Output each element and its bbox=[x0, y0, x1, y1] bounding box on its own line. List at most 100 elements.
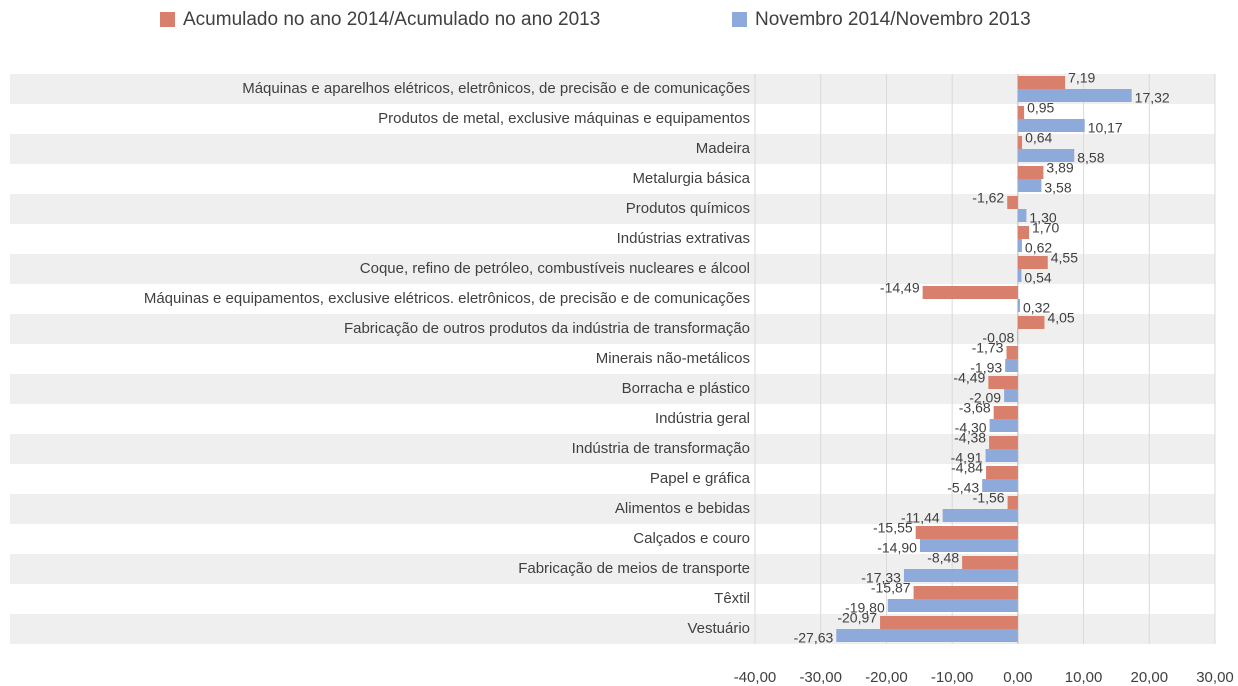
bar bbox=[836, 629, 1018, 642]
category-label: Papel e gráfica bbox=[650, 470, 751, 487]
value-label: 3,58 bbox=[1044, 180, 1071, 196]
value-label: -15,87 bbox=[871, 580, 911, 596]
bar bbox=[986, 466, 1018, 479]
row-stripe bbox=[10, 314, 1215, 344]
value-label: -1,73 bbox=[972, 340, 1004, 356]
x-tick-label: -40,00 bbox=[734, 669, 777, 686]
bar bbox=[1004, 389, 1018, 402]
value-label: 4,05 bbox=[1047, 310, 1074, 326]
category-label: Indústrias extrativas bbox=[617, 230, 750, 247]
value-label: -5,43 bbox=[947, 480, 979, 496]
bar bbox=[915, 526, 1018, 539]
bar bbox=[880, 616, 1018, 629]
legend-swatch bbox=[160, 12, 175, 27]
x-tick-label: -20,00 bbox=[865, 669, 908, 686]
value-label: -4,84 bbox=[951, 460, 983, 476]
category-label: Máquinas e equipamentos, exclusive elétr… bbox=[144, 290, 750, 307]
bar bbox=[1005, 359, 1018, 372]
bar bbox=[1006, 346, 1018, 359]
bar bbox=[1017, 316, 1045, 329]
bar bbox=[1017, 119, 1085, 132]
value-label: 17,32 bbox=[1135, 90, 1170, 106]
bar bbox=[1017, 209, 1027, 222]
bar bbox=[1017, 106, 1025, 119]
bar bbox=[1017, 89, 1132, 102]
bar bbox=[1017, 329, 1018, 342]
value-label: -1,56 bbox=[973, 490, 1005, 506]
bar bbox=[1017, 149, 1075, 162]
row-stripe bbox=[10, 254, 1215, 284]
value-label: -15,55 bbox=[873, 520, 913, 536]
row-stripe bbox=[10, 494, 1215, 524]
value-label: 0,64 bbox=[1025, 130, 1052, 146]
value-label: -11,44 bbox=[901, 510, 940, 526]
x-tick-label: -10,00 bbox=[931, 669, 974, 686]
value-label: -8,48 bbox=[927, 550, 959, 566]
x-tick-label: 0,00 bbox=[1003, 669, 1032, 686]
category-label: Madeira bbox=[696, 140, 751, 157]
row-stripe bbox=[10, 374, 1215, 404]
category-label: Têxtil bbox=[714, 590, 750, 607]
value-label: 4,55 bbox=[1051, 250, 1078, 266]
row-stripe bbox=[10, 74, 1215, 104]
value-label: 1,70 bbox=[1032, 220, 1059, 236]
category-label: Alimentos e bebidas bbox=[615, 500, 750, 517]
bar bbox=[982, 479, 1018, 492]
bar bbox=[887, 599, 1018, 612]
bar bbox=[903, 569, 1018, 582]
value-label: -19,80 bbox=[845, 600, 885, 616]
x-tick-label: 10,00 bbox=[1065, 669, 1103, 686]
row-stripe bbox=[10, 614, 1215, 644]
category-label: Máquinas e aparelhos elétricos, eletrôni… bbox=[242, 80, 750, 97]
bar bbox=[913, 586, 1018, 599]
x-tick-label: 30,00 bbox=[1196, 669, 1234, 686]
value-label: -4,91 bbox=[951, 450, 983, 466]
bar bbox=[962, 556, 1018, 569]
x-tick-label: 20,00 bbox=[1131, 669, 1169, 686]
category-label: Produtos de metal, exclusive máquinas e … bbox=[378, 110, 750, 127]
category-label: Borracha e plástico bbox=[622, 380, 750, 397]
value-label: -17,33 bbox=[861, 570, 901, 586]
category-label: Vestuário bbox=[687, 620, 750, 637]
value-label: 7,19 bbox=[1068, 70, 1095, 86]
bar bbox=[1017, 179, 1042, 192]
value-label: -1,62 bbox=[972, 190, 1004, 206]
row-stripe bbox=[10, 134, 1215, 164]
value-label: 8,58 bbox=[1077, 150, 1104, 166]
value-label: 10,17 bbox=[1088, 120, 1123, 136]
bar bbox=[989, 419, 1018, 432]
bar bbox=[1017, 76, 1066, 89]
value-label: 0,32 bbox=[1023, 300, 1050, 316]
category-label: Coque, refino de petróleo, combustíveis … bbox=[360, 260, 750, 277]
bar bbox=[942, 509, 1018, 522]
x-tick-label: -30,00 bbox=[799, 669, 842, 686]
bar bbox=[1017, 136, 1023, 149]
value-label: 0,62 bbox=[1025, 240, 1052, 256]
value-label: 0,54 bbox=[1024, 270, 1051, 286]
category-label: Fabricação de meios de transporte bbox=[518, 560, 750, 577]
bar bbox=[1007, 196, 1018, 209]
category-label: Indústria de transformação bbox=[572, 440, 750, 457]
value-label: -0,08 bbox=[982, 330, 1014, 346]
value-label: -4,38 bbox=[954, 430, 986, 446]
category-label: Metalurgia básica bbox=[632, 170, 750, 187]
value-label: 1,30 bbox=[1029, 210, 1056, 226]
bar bbox=[1017, 256, 1048, 269]
value-label: -4,49 bbox=[953, 370, 985, 386]
value-label: -14,90 bbox=[877, 540, 917, 556]
category-label: Minerais não-metálicos bbox=[596, 350, 750, 367]
value-label: -14,49 bbox=[880, 280, 920, 296]
bar bbox=[988, 376, 1018, 389]
value-label: -2,09 bbox=[969, 390, 1001, 406]
value-label: 3,89 bbox=[1046, 160, 1073, 176]
bar bbox=[1017, 239, 1022, 252]
bar bbox=[922, 286, 1018, 299]
bar bbox=[1017, 299, 1020, 312]
bar bbox=[1017, 269, 1022, 282]
category-label: Indústria geral bbox=[655, 410, 750, 427]
value-label: -27,63 bbox=[794, 630, 834, 646]
category-label: Calçados e couro bbox=[633, 530, 750, 547]
bar bbox=[919, 539, 1018, 552]
legend-label: Novembro 2014/Novembro 2013 bbox=[755, 9, 1031, 30]
